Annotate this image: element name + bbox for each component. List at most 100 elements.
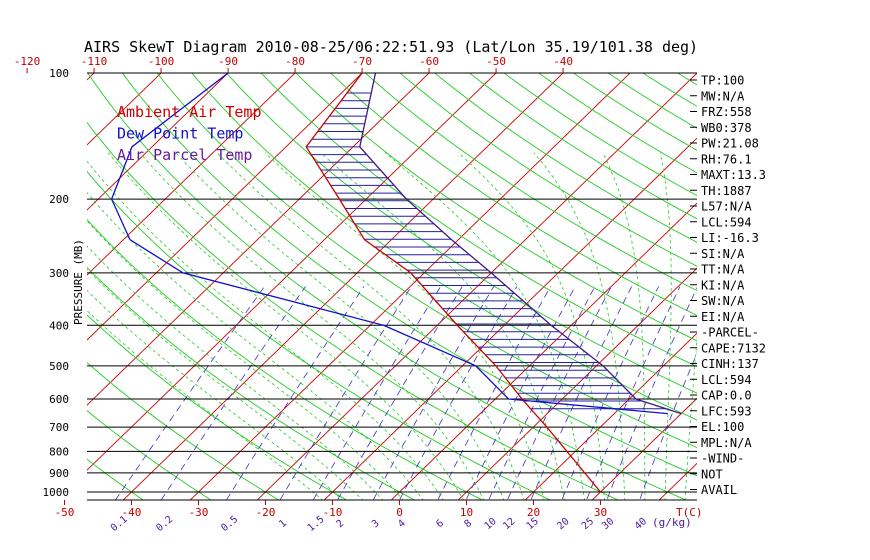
dry-adiabat-line	[503, 73, 697, 197]
stat-label: MW:N/A	[701, 89, 745, 103]
pressure-tick-label: 1000	[43, 486, 70, 499]
mixing-ratio-label: 0.5	[219, 514, 240, 534]
profile-line-0	[305, 73, 602, 493]
moist-adiabat-line	[533, 152, 626, 500]
pressure-tick-label: 900	[49, 467, 69, 480]
mixing-ratio-line	[506, 286, 612, 500]
chart-title: AIRS SkewT Diagram 2010-08-25/06:22:51.9…	[84, 38, 698, 56]
mixing-ratio-line	[226, 286, 365, 500]
mixing-ratio-label: 0.2	[154, 514, 175, 534]
stat-label: CAP:0.0	[701, 389, 752, 403]
stat-label: SI:N/A	[701, 247, 745, 261]
legend-entry: Ambient Air Temp	[117, 103, 262, 121]
stat-label: FRZ:558	[701, 105, 752, 119]
stat-label: -WIND-	[701, 452, 744, 466]
dry-adiabat-line	[191, 73, 697, 421]
dry-adiabat-line	[676, 73, 697, 86]
dry-adiabat-line	[87, 218, 484, 500]
isotherm-line	[792, 54, 870, 501]
top-temp-tick-label: -40	[553, 55, 573, 68]
isotherm-line	[658, 462, 697, 500]
dry-adiabat-line	[434, 73, 697, 243]
stat-label: CAPE:7132	[701, 341, 766, 355]
isotherm-line	[87, 73, 296, 276]
stat-label: L57:N/A	[701, 200, 752, 214]
isotherm-line	[591, 397, 697, 500]
stat-label: TT:N/A	[701, 263, 745, 277]
stat-label: LCL:594	[701, 373, 752, 387]
moist-adiabat-line	[458, 152, 606, 500]
top-temp-tick-label: -80	[285, 55, 305, 68]
stat-label: MAXT:13.3	[701, 168, 766, 182]
stat-label: TH:1887	[701, 184, 752, 198]
legend: Ambient Air Temp Dew Point Temp Air Parcel…	[117, 103, 262, 164]
mixing-ratio-label: 1	[277, 518, 289, 530]
mixing-ratio-line	[114, 286, 265, 500]
stat-label: EL:100	[701, 420, 744, 434]
dry-adiabat-line	[572, 73, 697, 151]
moist-adiabat-line	[385, 152, 585, 500]
moist-adiabat-line	[216, 152, 525, 500]
stat-label: LCL:594	[701, 215, 752, 229]
isotherm-line	[0, 54, 47, 501]
mixing-ratio-label: 6	[434, 518, 446, 530]
isotherm-line	[122, 73, 564, 500]
dry-adiabat-line	[538, 73, 697, 174]
moist-adiabat-line	[87, 245, 384, 500]
mixing-ratio-label: 8	[462, 518, 474, 530]
stat-label: SW:N/A	[701, 294, 745, 308]
dry-adiabat-line	[764, 63, 870, 510]
mixing-ratio-line	[372, 286, 495, 500]
stat-label: WB0:378	[701, 121, 752, 135]
pressure-tick-label: 700	[49, 421, 69, 434]
isotherm-line	[87, 73, 162, 146]
isotherm-line	[457, 267, 697, 500]
top-temp-tick-label: -70	[352, 55, 372, 68]
top-temp-tick-label: -50	[486, 55, 506, 68]
top-temp-tick-label: -60	[419, 55, 439, 68]
stat-label: LI:-16.3	[701, 231, 759, 245]
mixing-ratio-label: 10	[483, 516, 499, 532]
isotherm-line	[323, 137, 697, 500]
pressure-tick-label: 100	[49, 67, 69, 80]
moist-adiabat-line	[139, 152, 485, 500]
mixing-ratio-label: 2	[335, 518, 347, 530]
top-temp-tick-label: -90	[218, 55, 238, 68]
stat-label: NOT	[701, 467, 723, 481]
mixing-ratio-label: 20	[555, 516, 571, 532]
isotherm-line	[390, 202, 697, 500]
stat-label: MPL:N/A	[701, 436, 752, 450]
moist-adiabat-line	[87, 220, 404, 500]
dry-adiabat-line	[87, 170, 552, 500]
dry-adiabat-line	[121, 73, 697, 477]
mixing-ratio-label: 4	[396, 518, 408, 530]
dry-adiabat-line	[260, 73, 697, 368]
top-temp-tick-label: -120	[14, 55, 41, 68]
bottom-temp-tick-label: -10	[323, 506, 343, 519]
bottom-unit-label: T(C)	[676, 506, 703, 519]
stat-label: KI:N/A	[701, 278, 745, 292]
pressure-tick-label: 800	[49, 445, 69, 458]
legend-entry: Air Parcel Temp	[117, 146, 252, 164]
profiles	[110, 73, 682, 493]
moist-adiabat-line	[175, 152, 505, 500]
isotherm-line	[524, 332, 697, 500]
pressure-tick-label: 600	[49, 393, 69, 406]
top-temp-tick-label: -100	[148, 55, 175, 68]
bottom-temp-tick-label: -50	[55, 506, 75, 519]
dry-adiabat-line	[87, 410, 212, 500]
dry-adiabat-line	[399, 73, 697, 267]
dry-adiabat-line	[833, 63, 870, 510]
mixing-ratio-label: 40	[633, 516, 649, 532]
bottom-temp-tick-label: 0	[396, 506, 403, 519]
dry-adiabat-line	[87, 73, 688, 500]
pressure-tick-label: 200	[49, 193, 69, 206]
moist-adiabat-line	[320, 152, 565, 500]
stat-label: PW:21.08	[701, 137, 759, 151]
dry-adiabat-line	[295, 73, 697, 342]
isobars	[87, 198, 697, 493]
stat-label: CINH:137	[701, 357, 759, 371]
mixing-ratio-label: 3	[370, 518, 382, 530]
mixing-ratio-line	[586, 286, 681, 500]
